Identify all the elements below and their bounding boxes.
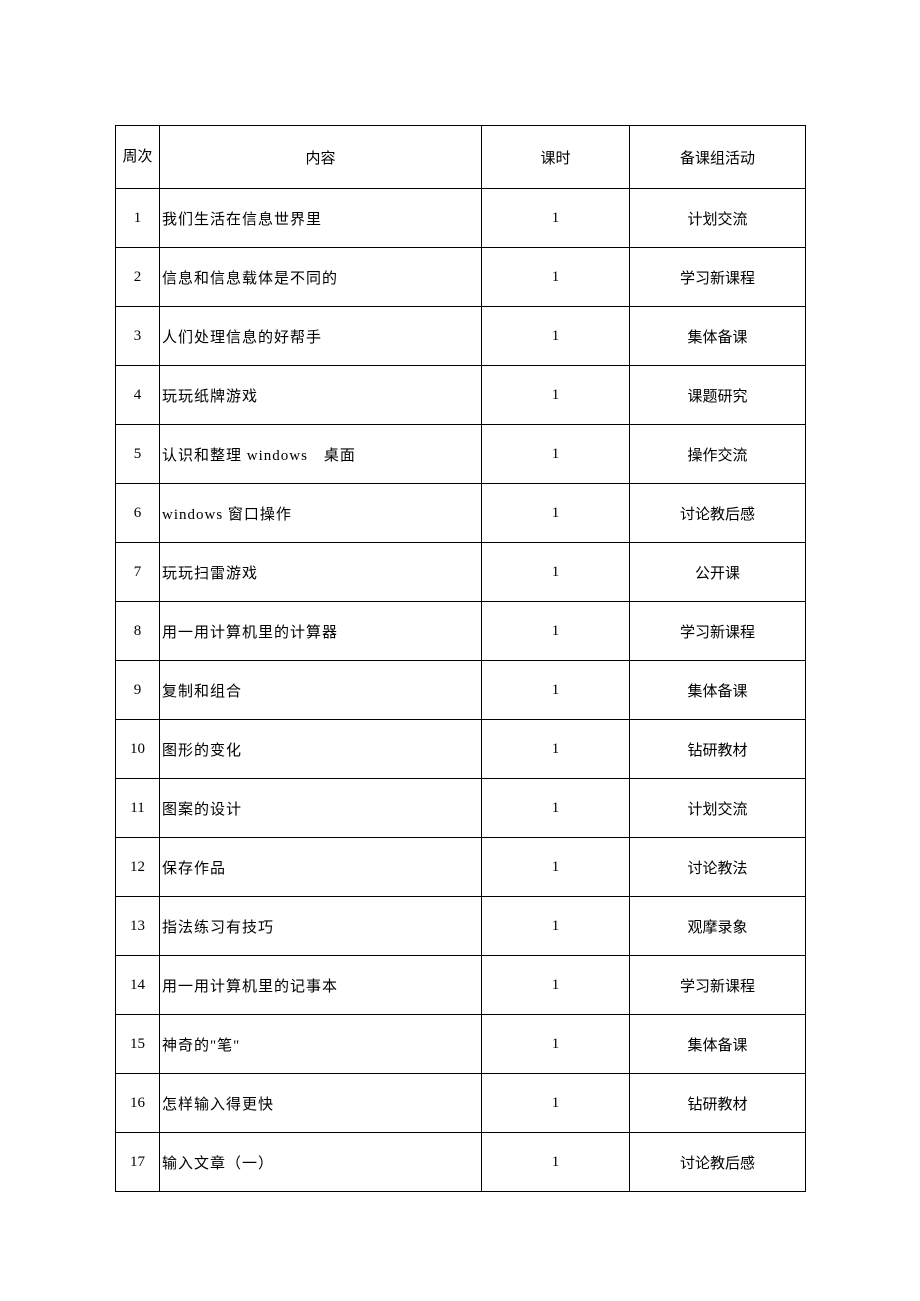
cell-content: 神奇的"笔" xyxy=(160,1015,482,1074)
table-row: 13指法练习有技巧1观摩录象 xyxy=(116,897,806,956)
cell-week: 3 xyxy=(116,307,160,366)
cell-hours: 1 xyxy=(482,425,630,484)
table-row: 12保存作品1讨论教法 xyxy=(116,838,806,897)
cell-content: 用一用计算机里的计算器 xyxy=(160,602,482,661)
cell-hours: 1 xyxy=(482,897,630,956)
cell-activity: 集体备课 xyxy=(630,307,806,366)
cell-week: 11 xyxy=(116,779,160,838)
cell-content: 玩玩扫雷游戏 xyxy=(160,543,482,602)
cell-week: 2 xyxy=(116,248,160,307)
table-body: 1我们生活在信息世界里1计划交流2信息和信息载体是不同的1学习新课程3人们处理信… xyxy=(116,189,806,1192)
cell-content: 认识和整理 windows 桌面 xyxy=(160,425,482,484)
cell-content: 图形的变化 xyxy=(160,720,482,779)
cell-activity: 讨论教后感 xyxy=(630,1133,806,1192)
table-row: 9复制和组合1集体备课 xyxy=(116,661,806,720)
cell-activity: 课题研究 xyxy=(630,366,806,425)
cell-hours: 1 xyxy=(482,779,630,838)
cell-hours: 1 xyxy=(482,366,630,425)
cell-hours: 1 xyxy=(482,1074,630,1133)
cell-hours: 1 xyxy=(482,720,630,779)
cell-activity: 公开课 xyxy=(630,543,806,602)
cell-activity: 学习新课程 xyxy=(630,602,806,661)
table-row: 10图形的变化1钻研教材 xyxy=(116,720,806,779)
cell-content: 用一用计算机里的记事本 xyxy=(160,956,482,1015)
cell-activity: 讨论教后感 xyxy=(630,484,806,543)
schedule-table: 周次 内容 课时 备课组活动 1我们生活在信息世界里1计划交流2信息和信息载体是… xyxy=(115,125,806,1192)
cell-hours: 1 xyxy=(482,661,630,720)
table-row: 4玩玩纸牌游戏1课题研究 xyxy=(116,366,806,425)
cell-activity: 操作交流 xyxy=(630,425,806,484)
cell-week: 9 xyxy=(116,661,160,720)
cell-week: 4 xyxy=(116,366,160,425)
cell-week: 12 xyxy=(116,838,160,897)
cell-week: 5 xyxy=(116,425,160,484)
cell-week: 8 xyxy=(116,602,160,661)
table-row: 2信息和信息载体是不同的1学习新课程 xyxy=(116,248,806,307)
cell-week: 7 xyxy=(116,543,160,602)
cell-content: 指法练习有技巧 xyxy=(160,897,482,956)
table-row: 16怎样输入得更快1钻研教材 xyxy=(116,1074,806,1133)
cell-activity: 学习新课程 xyxy=(630,956,806,1015)
cell-hours: 1 xyxy=(482,1133,630,1192)
cell-content: 玩玩纸牌游戏 xyxy=(160,366,482,425)
table-row: 11图案的设计1计划交流 xyxy=(116,779,806,838)
header-week: 周次 xyxy=(116,126,160,189)
table-header-row: 周次 内容 课时 备课组活动 xyxy=(116,126,806,189)
cell-hours: 1 xyxy=(482,838,630,897)
cell-activity: 钻研教材 xyxy=(630,1074,806,1133)
cell-week: 13 xyxy=(116,897,160,956)
cell-content: 人们处理信息的好帮手 xyxy=(160,307,482,366)
cell-activity: 集体备课 xyxy=(630,1015,806,1074)
cell-hours: 1 xyxy=(482,484,630,543)
cell-week: 6 xyxy=(116,484,160,543)
cell-content: 输入文章（一） xyxy=(160,1133,482,1192)
table-row: 5认识和整理 windows 桌面1操作交流 xyxy=(116,425,806,484)
cell-hours: 1 xyxy=(482,248,630,307)
cell-content: windows 窗口操作 xyxy=(160,484,482,543)
table-row: 3人们处理信息的好帮手1集体备课 xyxy=(116,307,806,366)
cell-content: 图案的设计 xyxy=(160,779,482,838)
cell-content: 信息和信息载体是不同的 xyxy=(160,248,482,307)
table-row: 1我们生活在信息世界里1计划交流 xyxy=(116,189,806,248)
cell-activity: 观摩录象 xyxy=(630,897,806,956)
cell-week: 14 xyxy=(116,956,160,1015)
cell-hours: 1 xyxy=(482,189,630,248)
cell-week: 1 xyxy=(116,189,160,248)
cell-activity: 集体备课 xyxy=(630,661,806,720)
cell-activity: 计划交流 xyxy=(630,189,806,248)
table-row: 6windows 窗口操作1讨论教后感 xyxy=(116,484,806,543)
header-content: 内容 xyxy=(160,126,482,189)
table-row: 17输入文章（一）1讨论教后感 xyxy=(116,1133,806,1192)
table-row: 8用一用计算机里的计算器1学习新课程 xyxy=(116,602,806,661)
header-hours: 课时 xyxy=(482,126,630,189)
cell-activity: 计划交流 xyxy=(630,779,806,838)
table-row: 14用一用计算机里的记事本1学习新课程 xyxy=(116,956,806,1015)
cell-week: 15 xyxy=(116,1015,160,1074)
cell-hours: 1 xyxy=(482,602,630,661)
cell-content: 我们生活在信息世界里 xyxy=(160,189,482,248)
cell-content: 复制和组合 xyxy=(160,661,482,720)
cell-activity: 讨论教法 xyxy=(630,838,806,897)
table-row: 15神奇的"笔"1集体备课 xyxy=(116,1015,806,1074)
cell-week: 17 xyxy=(116,1133,160,1192)
table-row: 7玩玩扫雷游戏1公开课 xyxy=(116,543,806,602)
cell-hours: 1 xyxy=(482,307,630,366)
cell-content: 怎样输入得更快 xyxy=(160,1074,482,1133)
cell-hours: 1 xyxy=(482,956,630,1015)
cell-hours: 1 xyxy=(482,1015,630,1074)
header-activity: 备课组活动 xyxy=(630,126,806,189)
cell-content: 保存作品 xyxy=(160,838,482,897)
cell-activity: 钻研教材 xyxy=(630,720,806,779)
cell-week: 16 xyxy=(116,1074,160,1133)
cell-week: 10 xyxy=(116,720,160,779)
cell-hours: 1 xyxy=(482,543,630,602)
cell-activity: 学习新课程 xyxy=(630,248,806,307)
